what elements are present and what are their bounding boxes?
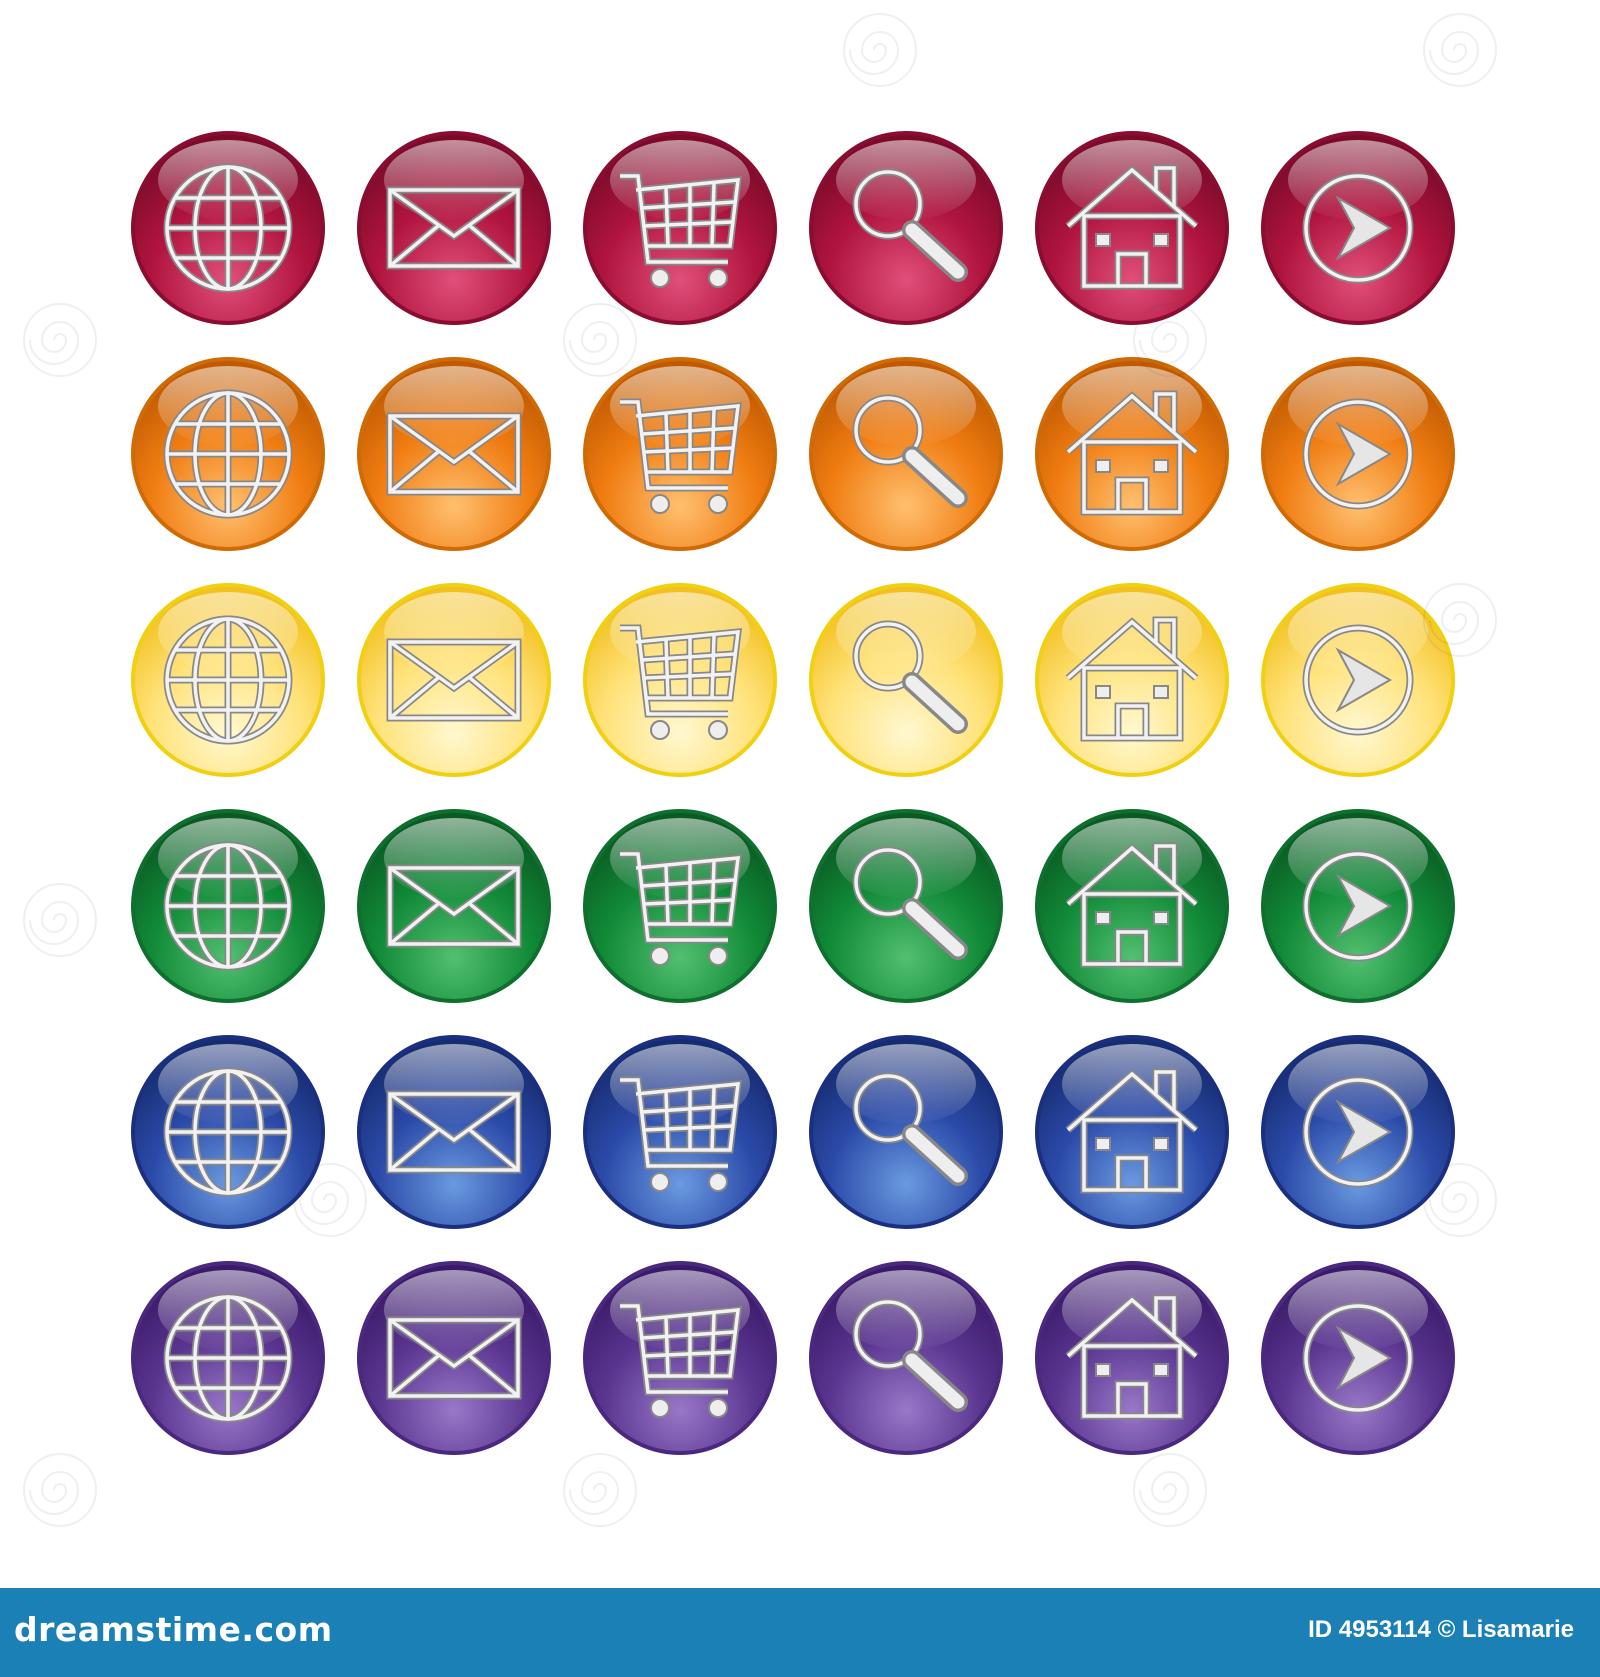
icon-grid [128,128,1478,1488]
cart-icon [583,809,777,1003]
blue-house-button[interactable] [1032,1032,1232,1232]
green-cart-button[interactable] [580,806,780,1006]
cart-icon [583,131,777,325]
orange-house-button[interactable] [1032,354,1232,554]
icon-row-purple [128,1258,1478,1458]
arrow-icon [1261,809,1455,1003]
cart-icon [583,1261,777,1455]
red-cart-button[interactable] [580,128,780,328]
envelope-icon [357,583,551,777]
orange-cart-button[interactable] [580,354,780,554]
cart-icon [583,1035,777,1229]
house-icon [1035,583,1229,777]
footer-credit: ID 4953114 © Lisamarie [1308,1616,1574,1643]
envelope-icon [357,357,551,551]
red-globe-button[interactable] [128,128,328,328]
blue-cart-button[interactable] [580,1032,780,1232]
magnifier-icon [809,809,1003,1003]
watermark-swirl-icon [20,1450,100,1530]
green-house-button[interactable] [1032,806,1232,1006]
house-icon [1035,1261,1229,1455]
red-envelope-button[interactable] [354,128,554,328]
globe-icon [131,583,325,777]
globe-icon [131,1035,325,1229]
watermark-swirl-icon [20,300,100,380]
yellow-house-button[interactable] [1032,580,1232,780]
watermark-swirl-icon [20,880,100,960]
footer-bar: dreamstime.com ID 4953114 © Lisamarie [0,1588,1600,1677]
purple-envelope-button[interactable] [354,1258,554,1458]
yellow-globe-button[interactable] [128,580,328,780]
magnifier-icon [809,1035,1003,1229]
purple-arrow-button[interactable] [1258,1258,1458,1458]
icon-row-blue [128,1032,1478,1232]
house-icon [1035,1035,1229,1229]
cart-icon [583,357,777,551]
icon-row-red [128,128,1478,328]
magnifier-icon [809,1261,1003,1455]
magnifier-icon [809,583,1003,777]
magnifier-icon [809,357,1003,551]
yellow-cart-button[interactable] [580,580,780,780]
envelope-icon [357,809,551,1003]
red-arrow-button[interactable] [1258,128,1458,328]
envelope-icon [357,131,551,325]
yellow-envelope-button[interactable] [354,580,554,780]
orange-magnifier-button[interactable] [806,354,1006,554]
arrow-icon [1261,131,1455,325]
footer-brand: dreamstime.com [14,1610,333,1649]
house-icon [1035,131,1229,325]
arrow-icon [1261,1035,1455,1229]
green-arrow-button[interactable] [1258,806,1458,1006]
watermark-swirl-icon [1420,10,1500,90]
purple-cart-button[interactable] [580,1258,780,1458]
green-magnifier-button[interactable] [806,806,1006,1006]
globe-icon [131,1261,325,1455]
red-magnifier-button[interactable] [806,128,1006,328]
purple-house-button[interactable] [1032,1258,1232,1458]
cart-icon [583,583,777,777]
icon-row-orange [128,354,1478,554]
orange-arrow-button[interactable] [1258,354,1458,554]
yellow-magnifier-button[interactable] [806,580,1006,780]
yellow-arrow-button[interactable] [1258,580,1458,780]
globe-icon [131,809,325,1003]
arrow-icon [1261,357,1455,551]
icon-row-green [128,806,1478,1006]
green-globe-button[interactable] [128,806,328,1006]
purple-magnifier-button[interactable] [806,1258,1006,1458]
house-icon [1035,357,1229,551]
blue-envelope-button[interactable] [354,1032,554,1232]
blue-magnifier-button[interactable] [806,1032,1006,1232]
magnifier-icon [809,131,1003,325]
arrow-icon [1261,583,1455,777]
envelope-icon [357,1035,551,1229]
orange-envelope-button[interactable] [354,354,554,554]
purple-globe-button[interactable] [128,1258,328,1458]
globe-icon [131,131,325,325]
globe-icon [131,357,325,551]
house-icon [1035,809,1229,1003]
orange-globe-button[interactable] [128,354,328,554]
red-house-button[interactable] [1032,128,1232,328]
green-envelope-button[interactable] [354,806,554,1006]
watermark-swirl-icon [840,10,920,90]
icon-row-yellow [128,580,1478,780]
blue-globe-button[interactable] [128,1032,328,1232]
envelope-icon [357,1261,551,1455]
blue-arrow-button[interactable] [1258,1032,1458,1232]
arrow-icon [1261,1261,1455,1455]
